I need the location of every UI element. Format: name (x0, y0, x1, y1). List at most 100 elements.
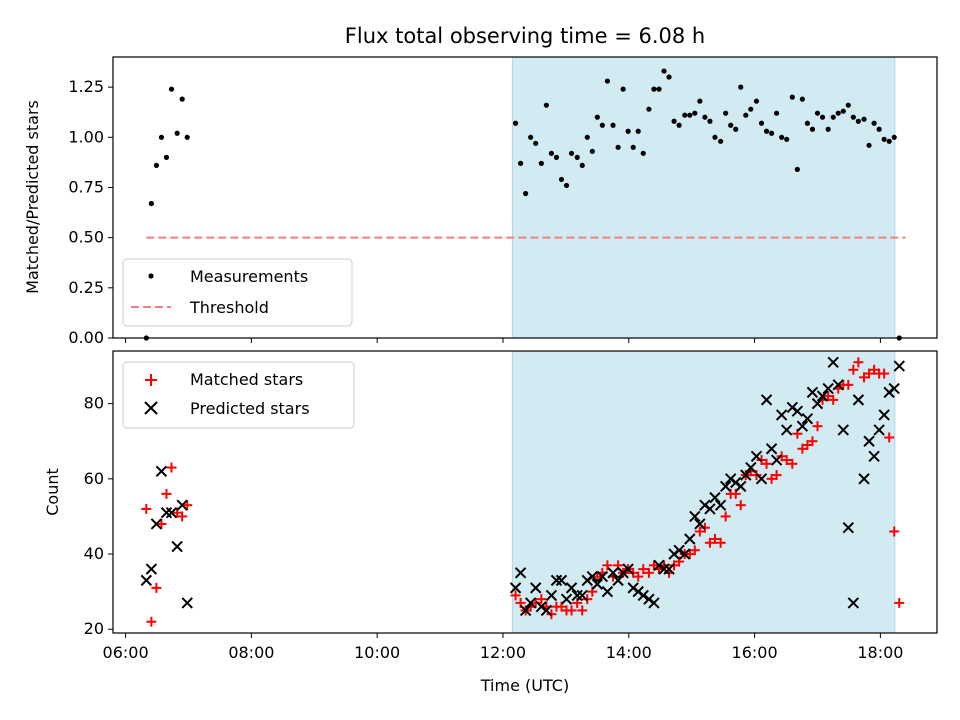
measurement-point (163, 154, 170, 160)
x-tick-label: 16:00 (732, 643, 778, 662)
measurement-point (610, 122, 616, 128)
measurements-series (143, 68, 902, 341)
predicted-star-point (868, 450, 880, 462)
measurement-point (861, 116, 867, 122)
measurement-point (158, 134, 165, 140)
predicted-star-point (755, 473, 768, 485)
matched-star-point (894, 597, 905, 608)
measurement-point (646, 106, 652, 112)
measurement-point (640, 150, 646, 156)
measurement-point (574, 154, 580, 160)
predicted-star-point (663, 563, 675, 575)
measurement-point (697, 98, 703, 104)
predicted-star-point (806, 386, 819, 399)
measurement-point (687, 112, 693, 118)
measurement-point (804, 120, 811, 126)
measurement-point (743, 112, 749, 118)
matched-star-point (787, 458, 798, 469)
predicted-star-point (816, 390, 829, 402)
matched-star-point (828, 394, 839, 405)
top-y-axis: 0.00 0.25 0.50 0.75 1.00 1.25 (68, 77, 113, 347)
predicted-star-point (842, 522, 855, 534)
matched-star-point (715, 537, 726, 548)
measurement-point (604, 78, 611, 84)
top-y-tick-label: 1.00 (68, 127, 104, 146)
predicted-star-point (145, 563, 158, 575)
measurement-point (517, 160, 524, 166)
predicted-star-point (514, 567, 527, 579)
matched-star-point (689, 545, 700, 556)
measurement-point (845, 102, 851, 108)
predicted-star-point (565, 582, 578, 594)
measurement-point (774, 110, 780, 116)
measurement-point (568, 150, 575, 156)
predicted-legend-label: Predicted stars (190, 399, 310, 418)
top-legend: Measurements Threshold (122, 258, 353, 327)
measurement-point (630, 144, 636, 150)
predicted-star-point (704, 503, 716, 515)
predicted-star-point (852, 394, 865, 406)
predicted-star-point (524, 597, 537, 609)
predicted-star-point (811, 397, 824, 410)
predicted-legend-marker (144, 401, 158, 415)
predicted-star-point (171, 540, 183, 553)
predicted-star-point (847, 597, 860, 609)
predicted-star-point (780, 424, 793, 436)
predicted-star-point (658, 563, 670, 575)
measurement-point (748, 106, 754, 112)
measurement-point (625, 128, 631, 134)
measurement-point (179, 96, 185, 102)
top-y-tick-label: 0.00 (68, 328, 104, 347)
measurement-point (733, 126, 739, 132)
matched-legend-marker (145, 374, 157, 386)
matched-star-point (704, 537, 715, 548)
predicted-star-point (622, 563, 634, 575)
matched-star-point (781, 455, 792, 466)
x-tick-label: 06:00 (103, 643, 149, 662)
bottom-y-tick-label: 60 (84, 469, 104, 488)
x-tick-label: 14:00 (606, 643, 652, 662)
bottom-observing-window-shade (511, 350, 896, 634)
predicted-star-point (709, 491, 721, 504)
measurement-point (682, 112, 688, 118)
matched-star-point (694, 526, 705, 537)
matched-star-point (166, 462, 177, 473)
predicted-star-point (612, 574, 624, 587)
matched-star-point (602, 560, 613, 571)
measurement-point (789, 94, 795, 100)
predicted-star-point (519, 604, 532, 617)
predicted-star-point (694, 518, 706, 530)
predicted-star-point (873, 424, 885, 436)
matched-star-point (884, 432, 895, 443)
bottom-y-tick-label: 20 (84, 619, 104, 638)
measurement-point (707, 118, 713, 124)
x-axis: 06:00 08:00 10:00 12:00 14:00 16:00 18:00 (103, 633, 903, 662)
matched-star-point (797, 443, 808, 454)
predicted-star-point (745, 461, 757, 474)
measurement-point (763, 128, 770, 134)
predicted-star-point (760, 394, 773, 406)
predicted-star-point (791, 405, 804, 417)
matched-star-point (530, 597, 541, 608)
matched-star-point (771, 470, 782, 481)
predicted-star-point (529, 582, 542, 594)
matched-star-point (848, 364, 859, 375)
measurements-legend-marker (148, 273, 154, 279)
x-tick-label: 18:00 (857, 643, 903, 662)
predicted-star-point (735, 480, 747, 493)
bottom-panel: 20 40 60 80 06:00 08:00 10:00 12:00 14:00 16:00 1… (43, 350, 938, 695)
top-observing-window-shade (511, 56, 896, 339)
top-y-tick-label: 0.75 (68, 177, 104, 196)
predicted-star-point (878, 409, 890, 421)
matched-star-point (802, 440, 813, 450)
matched-star-point (151, 582, 162, 593)
measurement-point (718, 138, 724, 144)
measurement-point (814, 110, 821, 116)
measurement-point (768, 130, 775, 136)
predicted-star-point (591, 578, 604, 590)
measurement-point (871, 120, 877, 126)
measurement-point (809, 126, 816, 132)
top-legend-box (122, 258, 353, 327)
predicted-star-point (596, 570, 609, 583)
measurement-point (671, 118, 677, 124)
